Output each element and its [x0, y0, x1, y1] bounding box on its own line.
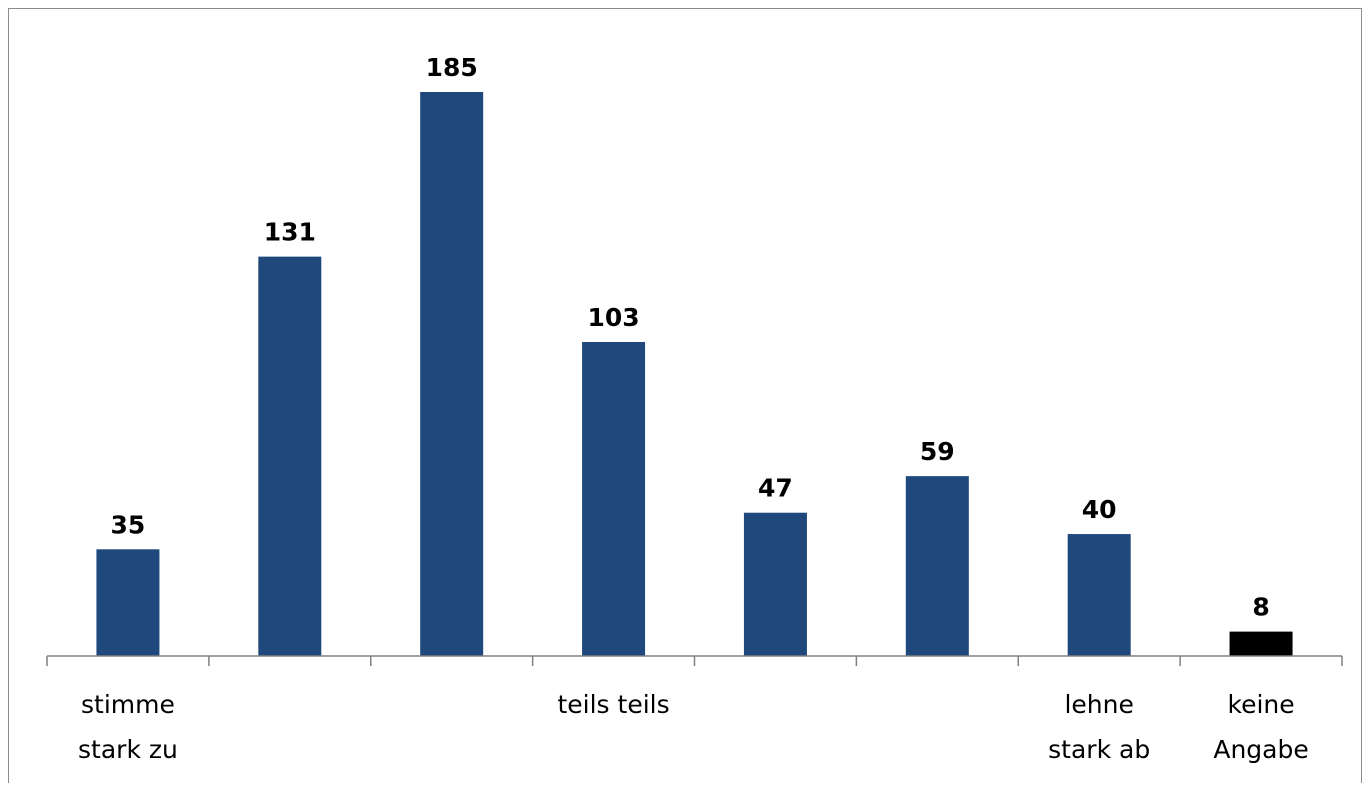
category-label: keine [1227, 690, 1294, 719]
x-axis-ticks-group [46, 656, 1343, 666]
data-label: 40 [1082, 495, 1117, 524]
bar [1067, 534, 1131, 656]
chart-frame [8, 8, 1362, 783]
category-labels-group: stimme stark zu teils teils lehne stark ab ke… [78, 690, 1309, 764]
data-label: 8 [1252, 593, 1269, 622]
data-label: 47 [758, 474, 793, 503]
data-label: 35 [111, 510, 146, 539]
category-label: lehne [1064, 690, 1133, 719]
bar [258, 256, 322, 656]
bar [1229, 631, 1293, 656]
value-labels-group: 35 131 185 103 47 59 40 8 [111, 53, 1270, 622]
bar [582, 341, 646, 656]
bar [420, 92, 484, 656]
data-label: 103 [587, 303, 639, 332]
category-label: stimme [81, 690, 175, 719]
data-label: 131 [264, 218, 316, 247]
data-label: 59 [920, 437, 955, 466]
bar [96, 549, 160, 656]
category-label: Angabe [1213, 735, 1308, 764]
bar [743, 512, 807, 656]
category-label: stark zu [78, 735, 178, 764]
category-label: teils teils [557, 690, 669, 719]
bar [905, 476, 969, 656]
bars-group [96, 92, 1293, 656]
category-label: stark ab [1048, 735, 1150, 764]
data-label: 185 [426, 53, 478, 82]
